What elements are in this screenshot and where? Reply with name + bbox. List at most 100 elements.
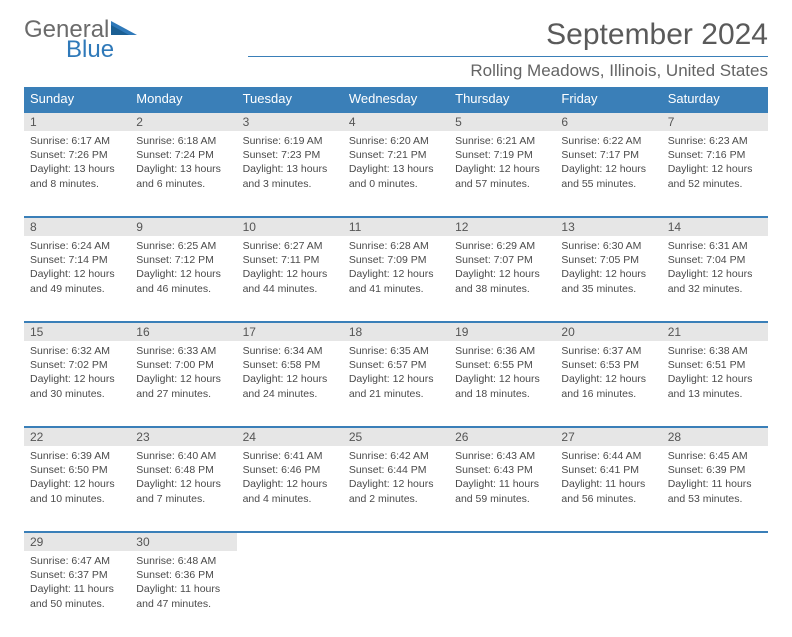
daylight-text: Daylight: 12 hours and 13 minutes.	[668, 372, 762, 400]
brand-logo: General Blue	[24, 18, 137, 62]
day-detail-cell: Sunrise: 6:19 AMSunset: 7:23 PMDaylight:…	[237, 131, 343, 217]
daylight-text: Daylight: 12 hours and 35 minutes.	[561, 267, 655, 295]
sunrise-text: Sunrise: 6:39 AM	[30, 449, 124, 463]
daylight-text: Daylight: 12 hours and 55 minutes.	[561, 162, 655, 190]
day-number-cell: 29	[24, 532, 130, 551]
day-number-cell: 24	[237, 427, 343, 446]
day-number-cell: 21	[662, 322, 768, 341]
daylight-text: Daylight: 12 hours and 21 minutes.	[349, 372, 443, 400]
day-number-cell	[343, 532, 449, 551]
calendar-page: General Blue September 2024 Rolling Mead…	[0, 0, 792, 637]
sunrise-text: Sunrise: 6:27 AM	[243, 239, 337, 253]
day-detail-cell	[343, 551, 449, 637]
sunset-text: Sunset: 7:23 PM	[243, 148, 337, 162]
daylight-text: Daylight: 12 hours and 49 minutes.	[30, 267, 124, 295]
daylight-text: Daylight: 12 hours and 10 minutes.	[30, 477, 124, 505]
weekday-header: Wednesday	[343, 87, 449, 112]
daylight-text: Daylight: 12 hours and 16 minutes.	[561, 372, 655, 400]
sunset-text: Sunset: 6:41 PM	[561, 463, 655, 477]
sunset-text: Sunset: 7:11 PM	[243, 253, 337, 267]
day-number-cell: 8	[24, 217, 130, 236]
day-detail-cell: Sunrise: 6:22 AMSunset: 7:17 PMDaylight:…	[555, 131, 661, 217]
daylight-text: Daylight: 12 hours and 30 minutes.	[30, 372, 124, 400]
sunset-text: Sunset: 6:43 PM	[455, 463, 549, 477]
daylight-text: Daylight: 13 hours and 3 minutes.	[243, 162, 337, 190]
sunrise-text: Sunrise: 6:47 AM	[30, 554, 124, 568]
daylight-text: Daylight: 11 hours and 53 minutes.	[668, 477, 762, 505]
daylight-text: Daylight: 12 hours and 38 minutes.	[455, 267, 549, 295]
sunrise-text: Sunrise: 6:38 AM	[668, 344, 762, 358]
day-detail-cell: Sunrise: 6:40 AMSunset: 6:48 PMDaylight:…	[130, 446, 236, 532]
day-details-row: Sunrise: 6:24 AMSunset: 7:14 PMDaylight:…	[24, 236, 768, 322]
day-detail-cell: Sunrise: 6:17 AMSunset: 7:26 PMDaylight:…	[24, 131, 130, 217]
day-detail-cell: Sunrise: 6:30 AMSunset: 7:05 PMDaylight:…	[555, 236, 661, 322]
day-number-cell: 27	[555, 427, 661, 446]
daylight-text: Daylight: 12 hours and 32 minutes.	[668, 267, 762, 295]
sunset-text: Sunset: 6:46 PM	[243, 463, 337, 477]
weekday-header: Thursday	[449, 87, 555, 112]
weekday-header-row: SundayMondayTuesdayWednesdayThursdayFrid…	[24, 87, 768, 112]
daylight-text: Daylight: 13 hours and 8 minutes.	[30, 162, 124, 190]
sunset-text: Sunset: 7:26 PM	[30, 148, 124, 162]
daylight-text: Daylight: 11 hours and 56 minutes.	[561, 477, 655, 505]
day-number-row: 891011121314	[24, 217, 768, 236]
sunrise-text: Sunrise: 6:22 AM	[561, 134, 655, 148]
day-number-cell: 28	[662, 427, 768, 446]
sunset-text: Sunset: 6:48 PM	[136, 463, 230, 477]
daylight-text: Daylight: 12 hours and 46 minutes.	[136, 267, 230, 295]
daylight-text: Daylight: 13 hours and 6 minutes.	[136, 162, 230, 190]
day-number-cell: 16	[130, 322, 236, 341]
sunset-text: Sunset: 7:16 PM	[668, 148, 762, 162]
day-detail-cell: Sunrise: 6:39 AMSunset: 6:50 PMDaylight:…	[24, 446, 130, 532]
day-detail-cell: Sunrise: 6:32 AMSunset: 7:02 PMDaylight:…	[24, 341, 130, 427]
sunrise-text: Sunrise: 6:29 AM	[455, 239, 549, 253]
sunset-text: Sunset: 6:37 PM	[30, 568, 124, 582]
day-number-cell: 9	[130, 217, 236, 236]
weekday-header: Sunday	[24, 87, 130, 112]
day-number-cell: 15	[24, 322, 130, 341]
day-number-cell	[237, 532, 343, 551]
sunset-text: Sunset: 6:55 PM	[455, 358, 549, 372]
daylight-text: Daylight: 12 hours and 18 minutes.	[455, 372, 549, 400]
day-number-cell: 19	[449, 322, 555, 341]
sunrise-text: Sunrise: 6:23 AM	[668, 134, 762, 148]
day-number-cell: 3	[237, 112, 343, 131]
sunset-text: Sunset: 7:04 PM	[668, 253, 762, 267]
day-number-cell: 11	[343, 217, 449, 236]
day-details-row: Sunrise: 6:47 AMSunset: 6:37 PMDaylight:…	[24, 551, 768, 637]
sunrise-text: Sunrise: 6:43 AM	[455, 449, 549, 463]
day-number-row: 1234567	[24, 112, 768, 131]
flag-icon	[111, 18, 137, 42]
day-number-cell	[555, 532, 661, 551]
sunrise-text: Sunrise: 6:42 AM	[349, 449, 443, 463]
sunset-text: Sunset: 6:50 PM	[30, 463, 124, 477]
sunrise-text: Sunrise: 6:35 AM	[349, 344, 443, 358]
day-number-cell: 2	[130, 112, 236, 131]
sunrise-text: Sunrise: 6:21 AM	[455, 134, 549, 148]
day-number-cell: 6	[555, 112, 661, 131]
weekday-header: Friday	[555, 87, 661, 112]
day-number-cell: 20	[555, 322, 661, 341]
sunrise-text: Sunrise: 6:41 AM	[243, 449, 337, 463]
sunset-text: Sunset: 7:19 PM	[455, 148, 549, 162]
day-detail-cell: Sunrise: 6:33 AMSunset: 7:00 PMDaylight:…	[130, 341, 236, 427]
day-detail-cell: Sunrise: 6:38 AMSunset: 6:51 PMDaylight:…	[662, 341, 768, 427]
day-number-cell: 26	[449, 427, 555, 446]
sunrise-text: Sunrise: 6:40 AM	[136, 449, 230, 463]
day-detail-cell: Sunrise: 6:43 AMSunset: 6:43 PMDaylight:…	[449, 446, 555, 532]
sunrise-text: Sunrise: 6:34 AM	[243, 344, 337, 358]
calendar-table: SundayMondayTuesdayWednesdayThursdayFrid…	[24, 87, 768, 637]
daylight-text: Daylight: 11 hours and 59 minutes.	[455, 477, 549, 505]
day-number-cell: 30	[130, 532, 236, 551]
day-detail-cell: Sunrise: 6:28 AMSunset: 7:09 PMDaylight:…	[343, 236, 449, 322]
daylight-text: Daylight: 12 hours and 27 minutes.	[136, 372, 230, 400]
weekday-header: Monday	[130, 87, 236, 112]
day-detail-cell: Sunrise: 6:45 AMSunset: 6:39 PMDaylight:…	[662, 446, 768, 532]
day-detail-cell	[662, 551, 768, 637]
daylight-text: Daylight: 11 hours and 50 minutes.	[30, 582, 124, 610]
day-detail-cell: Sunrise: 6:34 AMSunset: 6:58 PMDaylight:…	[237, 341, 343, 427]
daylight-text: Daylight: 11 hours and 47 minutes.	[136, 582, 230, 610]
sunrise-text: Sunrise: 6:28 AM	[349, 239, 443, 253]
sunrise-text: Sunrise: 6:25 AM	[136, 239, 230, 253]
sunset-text: Sunset: 6:53 PM	[561, 358, 655, 372]
